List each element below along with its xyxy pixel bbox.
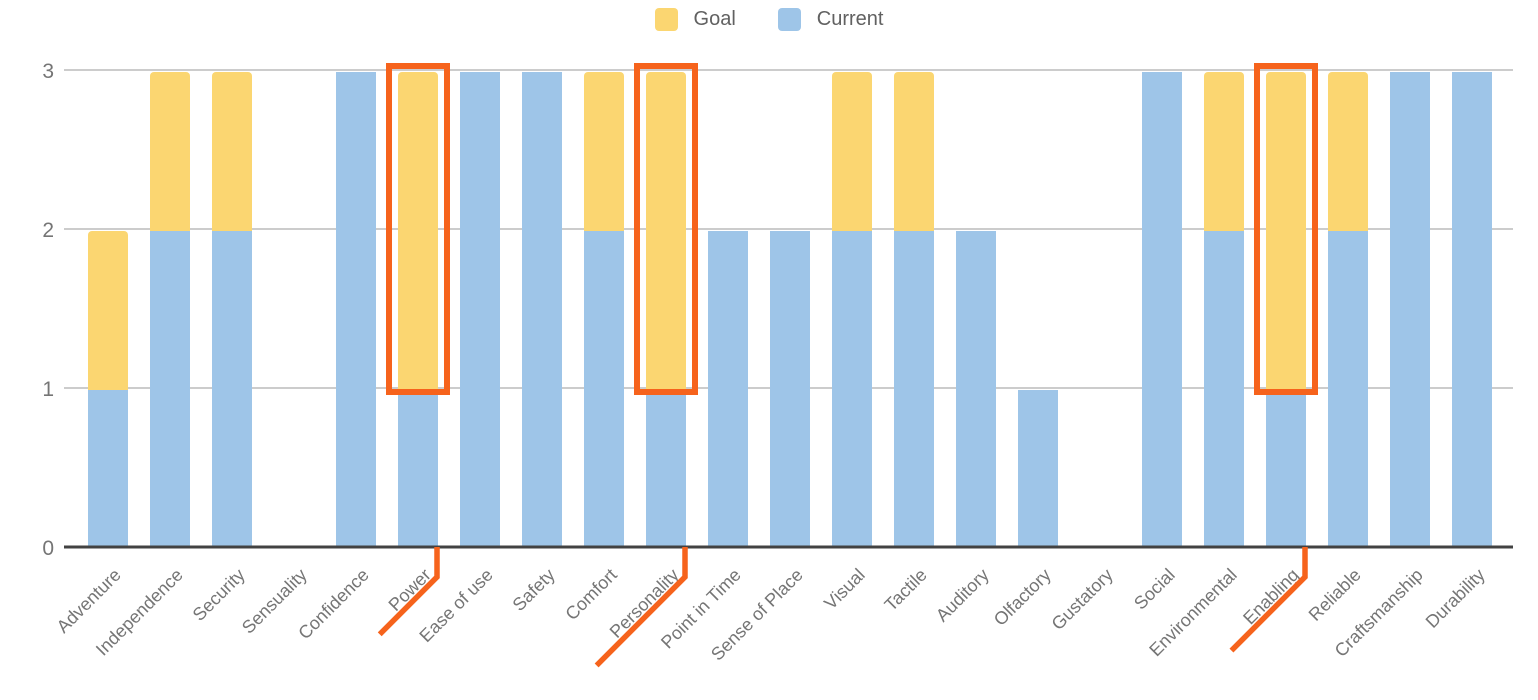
x-axis-label: Visual: [820, 565, 869, 614]
current-bar[interactable]: [1142, 72, 1182, 546]
current-bar[interactable]: [894, 231, 934, 546]
legend: Goal Current: [0, 8, 1538, 31]
legend-item-current[interactable]: Current: [777, 8, 884, 31]
y-axis-label: 0: [42, 537, 54, 560]
current-bar[interactable]: [1328, 231, 1368, 546]
current-bar[interactable]: [460, 72, 500, 546]
y-axis-label: 1: [42, 378, 54, 401]
current-bar[interactable]: [522, 72, 562, 546]
x-axis-label: Tactile: [881, 565, 931, 615]
goal-swatch-icon: [654, 8, 678, 31]
highlight-box: [386, 63, 450, 395]
current-bar[interactable]: [88, 390, 128, 546]
x-axis-label: Durability: [1422, 565, 1489, 632]
y-axis-label: 2: [42, 219, 54, 242]
current-bar[interactable]: [832, 231, 872, 546]
y-axis-label: 3: [42, 60, 54, 83]
current-bar[interactable]: [584, 231, 624, 546]
current-bar[interactable]: [212, 231, 252, 546]
current-bar[interactable]: [1452, 72, 1492, 546]
legend-item-goal[interactable]: Goal: [654, 8, 736, 31]
current-legend-label: Current: [816, 8, 884, 30]
x-axis-label: Reliable: [1305, 565, 1365, 625]
highlight-underline: [594, 547, 688, 668]
current-bar[interactable]: [150, 231, 190, 546]
current-bar[interactable]: [956, 231, 996, 546]
current-bar[interactable]: [708, 231, 748, 546]
goal-legend-label: Goal: [693, 8, 736, 30]
current-bar[interactable]: [1390, 72, 1430, 546]
x-axis-label: Safety: [509, 565, 559, 615]
current-swatch-icon: [777, 8, 801, 31]
current-bar[interactable]: [1266, 390, 1306, 546]
highlight-box: [1254, 63, 1318, 395]
x-axis-label: Social: [1130, 565, 1179, 614]
current-bar[interactable]: [398, 390, 438, 546]
highlight-underline: [1229, 547, 1308, 653]
current-bar[interactable]: [770, 231, 810, 546]
x-axis-label: Olfactory: [990, 565, 1055, 630]
highlight-box: [634, 63, 698, 395]
current-bar[interactable]: [1018, 390, 1058, 546]
x-axis-label: Gustatory: [1048, 565, 1117, 634]
highlight-underline: [377, 547, 440, 637]
x-axis-label: Auditory: [932, 565, 993, 626]
x-axis-label: Security: [189, 565, 249, 625]
current-bar[interactable]: [1204, 231, 1244, 546]
current-bar[interactable]: [646, 390, 686, 546]
x-axis-label: Enabling: [1239, 565, 1303, 629]
current-bar[interactable]: [336, 72, 376, 546]
x-axis-label: Comfort: [561, 565, 620, 624]
